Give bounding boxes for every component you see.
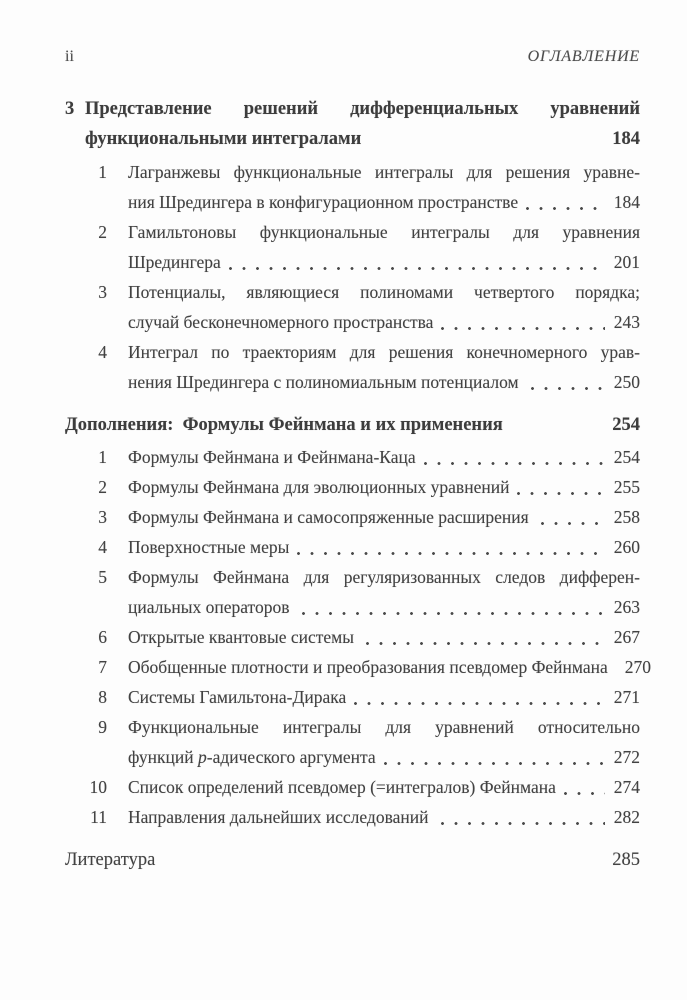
toc-entry: 2 Гамильтоновы функциональные интегралы …: [65, 217, 640, 277]
toc-entry: 3 Потенциалы, являющиеся полиномами четв…: [65, 277, 640, 337]
toc-entry: 9 Функциональные интегралы для уравнений…: [65, 712, 640, 772]
entry-number: 7: [98, 657, 107, 677]
entry-number: 4: [98, 537, 107, 557]
toc-entry: 10 Список определений псевдомер (=интегр…: [65, 772, 641, 802]
entry-text: Поверхностные меры: [128, 537, 290, 557]
entry-page-number: 260: [613, 537, 640, 557]
entry-number: 9: [98, 717, 107, 737]
entry-text: Открытые квантовые системы: [128, 627, 359, 647]
entry-text: Направления дальнейших исследований: [128, 807, 433, 827]
dot-leader: [530, 387, 605, 390]
dot-leader: [563, 792, 605, 795]
chapter-toc-list: 1 Лагранжевы функциональные интегралы дл…: [65, 157, 640, 397]
entry-page-number: 274: [613, 777, 640, 797]
toc-entry: 3 Формулы Фейнмана и самосопряженные рас…: [65, 502, 640, 532]
literature-page-number: 285: [612, 850, 640, 870]
entry-page-number: 263: [613, 597, 640, 617]
supplement-title: Дополнения: Формулы Фейнмана и их примен…: [65, 415, 503, 435]
entry-text: Системы Гамильтона-Дирака: [128, 687, 347, 707]
toc-entry: 2 Формулы Фейнмана для эволюционных урав…: [65, 472, 640, 502]
toc-entry: 1 Формулы Фейнмана и Фейнмана-Каца 254: [65, 442, 640, 472]
toc-entry: 8 Системы Гамильтона-Дирака 271: [65, 682, 640, 712]
entry-number: 1: [98, 162, 107, 182]
dot-leader: [526, 207, 605, 210]
literature-entry: Литература 285: [65, 845, 640, 875]
page-header: ii ОГЛАВЛЕНИЕ: [65, 46, 640, 68]
entry-number: 3: [98, 282, 107, 302]
entry-text: Интеграл по траекториям для решения коне…: [128, 342, 640, 362]
dot-leader: [297, 552, 605, 555]
entry-text: -адического аргумента: [206, 747, 376, 767]
chapter-title-line1: Представление решений дифференциальных у…: [85, 99, 640, 119]
entry-number: 8: [98, 687, 107, 707]
dot-leader: [366, 642, 605, 645]
running-title: ОГЛАВЛЕНИЕ: [527, 48, 640, 65]
entry-text: Функциональные интегралы для уравнений о…: [128, 717, 640, 737]
entry-number: 6: [98, 627, 107, 647]
entry-number: 11: [90, 807, 107, 827]
entry-number: 2: [98, 477, 107, 497]
toc-entry: 4 Интеграл по траекториям для решения ко…: [65, 337, 640, 397]
entry-text: Шредингера: [128, 252, 221, 272]
entry-text: Формулы Фейнмана для регуляризованных сл…: [128, 567, 640, 587]
dot-leader: [541, 522, 605, 525]
entry-text: нения Шредингера с полиномиальным потенц…: [128, 372, 523, 392]
entry-number: 5: [98, 567, 107, 587]
dot-leader: [440, 822, 605, 825]
entry-number: 4: [98, 342, 107, 362]
entry-page-number: 250: [613, 372, 640, 392]
entry-page-number: 267: [613, 627, 640, 647]
folio-page-label: ii: [65, 48, 74, 65]
entry-page-number: 254: [613, 447, 640, 467]
dot-leader: [441, 327, 605, 330]
entry-page-number: 270: [624, 657, 652, 677]
entry-page-number: 255: [613, 477, 640, 497]
entry-text: Потенциалы, являющиеся полиномами четвер…: [128, 282, 640, 302]
entry-page-number: 201: [613, 252, 640, 272]
entry-page-number: 184: [613, 192, 640, 212]
dot-leader: [354, 702, 605, 705]
dot-leader: [423, 462, 605, 465]
toc-entry: 7 Обобщенные плотности и преобразования …: [65, 652, 651, 682]
chapter-number: 3: [65, 99, 75, 119]
chapter-title-line2: функциональными интегралами: [85, 129, 362, 149]
toc-entry: 4 Поверхностные меры 260: [65, 532, 640, 562]
entry-text: случай бесконечномерного пространства: [128, 312, 434, 332]
entry-text: функций: [128, 747, 198, 767]
entry-page-number: 272: [613, 747, 640, 767]
supplement-toc-list: 1 Формулы Фейнмана и Фейнмана-Каца 254 2…: [65, 442, 652, 832]
dot-leader: [228, 267, 605, 270]
entry-number: 3: [98, 507, 107, 527]
entry-text: Формулы Фейнмана для эволюционных уравне…: [128, 477, 510, 497]
entry-page-number: 271: [613, 687, 640, 707]
entry-text: Лагранжевы функциональные интегралы для …: [128, 162, 640, 182]
entry-number: 2: [98, 222, 107, 242]
supplement-page-number: 254: [612, 415, 640, 435]
toc-entry: 1 Лагранжевы функциональные интегралы дл…: [65, 157, 640, 217]
entry-page-number: 282: [613, 807, 640, 827]
entry-text: циальных операторов: [128, 597, 294, 617]
entry-page-number: 243: [613, 312, 640, 332]
literature-title: Литература: [65, 850, 156, 870]
dot-leader: [517, 492, 605, 495]
entry-text: Обобщенные плотности и преобразования пс…: [128, 657, 608, 677]
toc-entry: 6 Открытые квантовые системы 267: [65, 622, 640, 652]
entry-text: ния Шредингера в конфигурационном простр…: [128, 192, 519, 212]
supplement-heading: Дополнения: Формулы Фейнмана и их примен…: [65, 410, 640, 440]
entry-number: 10: [89, 777, 108, 797]
entry-text-italic-variable: p: [198, 747, 207, 767]
dot-leader: [301, 612, 605, 615]
toc-entry: 11 Направления дальнейших исследований 2…: [65, 802, 640, 832]
entry-text: Гамильтоновы функциональные интегралы дл…: [128, 222, 640, 242]
entry-number: 1: [98, 447, 107, 467]
entry-text: Формулы Фейнмана и Фейнмана-Каца: [128, 447, 416, 467]
entry-page-number: 258: [613, 507, 640, 527]
chapter-heading: 3 Представление решений дифференциальных…: [65, 94, 640, 154]
chapter-page-number: 184: [612, 129, 640, 149]
entry-text: Список определений псевдомер (=интеграло…: [128, 777, 556, 797]
entry-text: Формулы Фейнмана и самосопряженные расши…: [128, 507, 534, 527]
dot-leader: [383, 762, 605, 765]
toc-entry: 5 Формулы Фейнмана для регуляризованных …: [65, 562, 640, 622]
